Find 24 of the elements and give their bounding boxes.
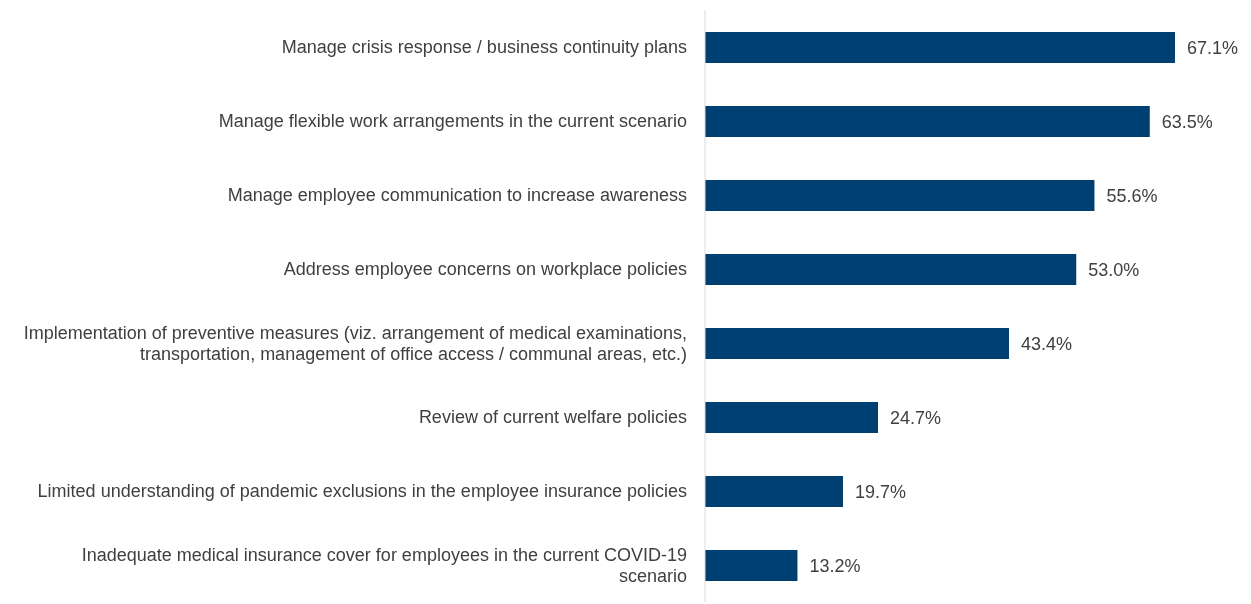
- bar: [705, 328, 1009, 359]
- bar: [705, 32, 1175, 63]
- y-tick-label: Inadequate medical insurance cover for employees in the current COVID-19 scenario: [81, 544, 687, 586]
- data-label: 24.7%: [890, 407, 942, 428]
- data-label: 55.6%: [1106, 185, 1158, 206]
- data-label: 13.2%: [809, 555, 861, 576]
- y-tick-label: Manage employee communication to increase awareness: [227, 185, 687, 205]
- data-label: 67.1%: [1187, 37, 1239, 58]
- bar: [705, 476, 843, 507]
- y-tick-label: Limited understanding of pandemic exclusions in the employee insurance policies: [37, 481, 687, 501]
- bar: [705, 550, 798, 581]
- y-tick-label: Address employee concerns on workplace policies: [283, 259, 687, 279]
- data-label: 53.0%: [1088, 259, 1140, 280]
- bar: [705, 254, 1077, 285]
- bar: [705, 106, 1150, 137]
- bar: [705, 402, 879, 433]
- y-tick-label: Manage crisis response / business continuity plans: [281, 37, 687, 57]
- data-label: 43.4%: [1020, 333, 1073, 354]
- y-tick-label: Review of current welfare policies: [418, 407, 687, 427]
- y-tick-label: Implementation of preventive measures (viz. arrangement of medical examinations, transportation, management of office access / communal areas, etc.): [23, 322, 687, 364]
- data-label: 19.7%: [854, 481, 907, 502]
- bar: [705, 180, 1095, 211]
- data-label: 63.5%: [1161, 111, 1213, 132]
- y-tick-label: Manage flexible work arrangements in the current scenario: [218, 111, 687, 131]
